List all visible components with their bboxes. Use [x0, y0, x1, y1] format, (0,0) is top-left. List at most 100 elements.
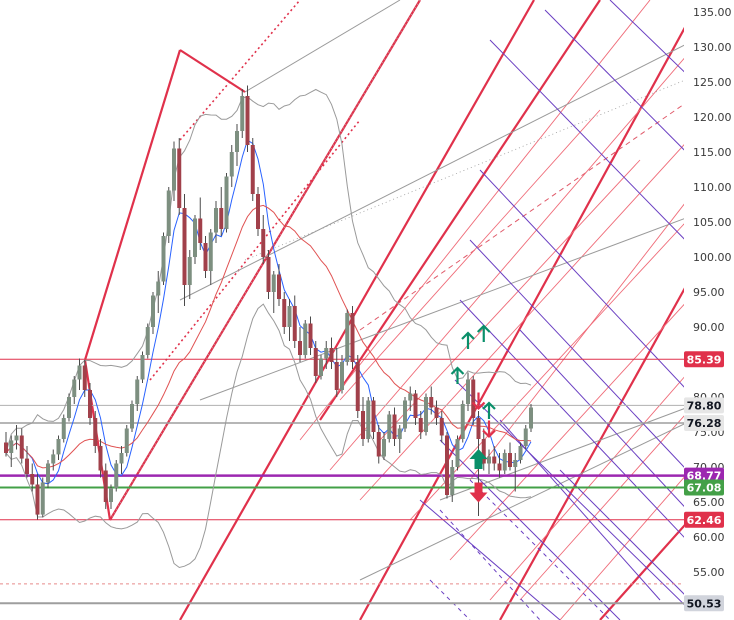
price-badge-6: 50.53 [684, 595, 724, 612]
candle-7 [40, 477, 45, 518]
candle-body [445, 435, 449, 495]
candle-body [187, 257, 192, 285]
trend-line-24 [179, 44, 684, 301]
candle-1 [9, 435, 14, 467]
signal-arrow-up-2 [450, 366, 465, 384]
candle-25 [135, 376, 140, 411]
candle-32 [172, 141, 176, 201]
candle-body [345, 313, 350, 362]
candle-58 [308, 316, 313, 355]
candle-82 [434, 400, 439, 425]
candle-20 [109, 484, 113, 509]
candle-70 [371, 397, 376, 439]
y-tick-label: 95.00 [693, 286, 725, 299]
candle-50 [266, 250, 271, 299]
candle-body [471, 379, 476, 418]
candle-body [408, 393, 413, 401]
candle-body [439, 418, 444, 436]
candle-79 [418, 411, 423, 439]
y-tick-label: 135.00 [693, 6, 732, 19]
candle-body [140, 355, 145, 380]
price-badge-bg [684, 397, 724, 414]
candle-11 [61, 414, 66, 443]
y-tick-label: 100.00 [693, 251, 732, 264]
candle-body [513, 460, 518, 467]
signal-arrows [450, 324, 496, 503]
candle-65 [345, 309, 350, 366]
trend-line-15 [409, 223, 684, 521]
candle-body [418, 418, 423, 432]
candle-body [166, 190, 171, 236]
price-badge-0: 85.39 [684, 351, 724, 368]
price-badge-label: 67.08 [687, 481, 722, 494]
trend-line-38 [609, 0, 684, 73]
candle-body [224, 176, 229, 229]
candle-body [355, 362, 360, 411]
trend-line-32 [469, 239, 684, 468]
y-tick-label: 120.00 [693, 111, 732, 124]
candle-34 [182, 194, 187, 306]
candle-body [429, 397, 434, 408]
candle-body [298, 341, 302, 355]
candle-body [424, 397, 428, 432]
candle-17 [93, 411, 98, 453]
price-badge-label: 78.80 [687, 399, 722, 412]
candle-66 [350, 306, 355, 369]
signal-arrow-up-1 [476, 324, 491, 342]
candle-95 [502, 449, 507, 474]
candle-48 [256, 187, 260, 236]
candle-29 [156, 271, 161, 313]
candle-98 [518, 442, 523, 464]
candle-28 [151, 292, 155, 334]
y-tick-label: 90.00 [693, 321, 725, 334]
candle-body [203, 243, 208, 271]
candle-92 [487, 449, 491, 474]
trend-line-35 [439, 439, 621, 620]
candle-59 [313, 341, 318, 383]
trend-line-10 [149, 119, 361, 381]
candle-61 [324, 341, 329, 369]
price-badge-label: 85.39 [687, 353, 722, 366]
trend-line-1 [179, 49, 246, 93]
candle-60 [319, 355, 323, 380]
candle-body [340, 362, 344, 390]
candle-39 [208, 229, 213, 285]
candle-51 [271, 271, 276, 313]
candle-body [271, 274, 276, 292]
candle-12 [67, 393, 71, 422]
candle-77 [408, 386, 413, 411]
candle-body [72, 379, 77, 397]
trend-line-19 [339, 109, 601, 401]
candle-body [119, 453, 124, 464]
candle-54 [287, 299, 292, 341]
trend-line-5 [319, 0, 601, 421]
candle-88 [466, 372, 470, 411]
candle-body [156, 281, 161, 296]
trend-line-6 [359, 26, 684, 620]
candle-body [308, 323, 313, 348]
signal-arrow-head [482, 429, 496, 439]
candle-body [434, 407, 439, 418]
candle-body [277, 274, 281, 299]
candle-30 [161, 232, 166, 285]
candle-body [256, 194, 260, 229]
candle-41 [219, 187, 224, 236]
trend-line-34 [454, 379, 684, 606]
trend-line-33 [459, 299, 684, 538]
price-badge-label: 50.53 [687, 597, 722, 610]
candle-body [413, 393, 418, 418]
candle-83 [439, 411, 444, 443]
candle-body [88, 390, 92, 418]
candle-6 [35, 474, 40, 520]
candle-27 [145, 323, 150, 359]
candle-body [387, 414, 392, 439]
trend-drawings [83, 0, 684, 620]
trend-line-31 [479, 169, 684, 388]
signal-arrow-head [461, 331, 475, 340]
candle-31 [166, 187, 171, 243]
candle-36 [193, 215, 197, 264]
candle-100 [529, 404, 533, 432]
